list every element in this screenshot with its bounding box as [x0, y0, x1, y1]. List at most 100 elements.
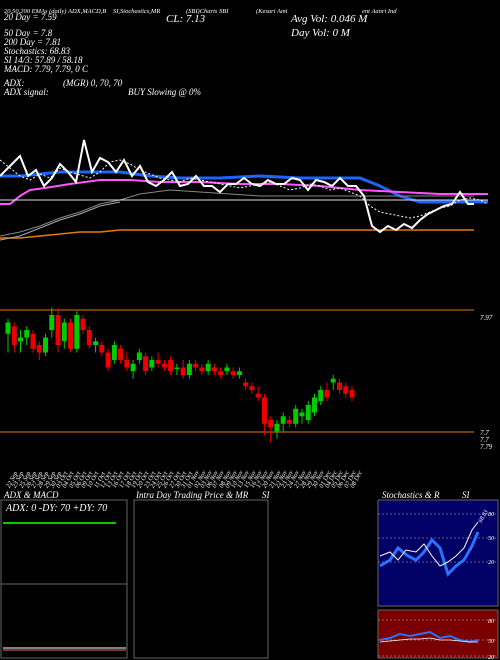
candle-body	[61, 322, 67, 342]
stoch-tick-80: 80	[488, 512, 494, 518]
company-caption-2: ent Aanri Ind	[362, 8, 397, 15]
company-caption: (Kesari Ami	[256, 8, 288, 15]
candle-body	[211, 367, 217, 372]
candle-body	[205, 363, 211, 372]
ema200-label: 200 Day = 7.81	[4, 37, 62, 47]
candle-body	[105, 352, 111, 368]
candle-body	[230, 371, 236, 375]
adx-signal-label: ADX signal:	[4, 87, 49, 97]
candle-body	[80, 318, 86, 330]
price-label-bottom-1: 7.7	[480, 429, 489, 437]
ema-gray-line-2	[0, 201, 121, 241]
rsi-panel-frame	[377, 609, 499, 659]
candle-body	[243, 382, 249, 387]
candle-body	[168, 360, 174, 372]
stochastics-label: Stochastics: 68.83	[4, 46, 70, 56]
candle-body	[293, 408, 299, 424]
adx-panel-title: ADX & MACD	[4, 490, 59, 500]
candle-body	[349, 390, 355, 398]
candle-body	[249, 386, 255, 390]
candle-body	[180, 367, 186, 375]
candle-body	[68, 322, 74, 349]
rsi-tick-50: 50	[488, 639, 494, 645]
si-label: SI 14/3: 57.89 / 58.18	[4, 55, 83, 65]
candle-body	[274, 423, 280, 432]
ema20-label: 20 Day = 7.59	[4, 12, 57, 22]
stoch-panel-frame	[377, 499, 499, 607]
candle-body	[93, 341, 99, 345]
stoch-panel-title: Stochastics & R	[382, 490, 440, 500]
candle-body	[268, 420, 274, 428]
candle-body	[5, 322, 11, 334]
intraday-panel-frame	[133, 499, 269, 659]
rsi-line	[379, 630, 479, 644]
mrg-label: (MGR) 0, 70, 70	[63, 78, 123, 88]
candle-body	[299, 412, 305, 417]
candle-body	[218, 371, 224, 375]
candle-body	[30, 333, 36, 349]
price-label-bottom-2: 7.7	[480, 436, 489, 444]
rsi-tick-20: 20	[488, 655, 494, 660]
candle-body	[124, 360, 130, 368]
candle-body	[43, 337, 49, 353]
indicators-caption: 20,50,200 EMAs (daily) ADX,MACD,B	[4, 8, 107, 15]
candle-body	[86, 330, 92, 345]
candle-body	[18, 337, 24, 342]
adx-panel-frame	[0, 499, 128, 659]
candle-body	[24, 330, 30, 338]
candle-body	[336, 382, 342, 390]
stoch-tick-20: 20	[488, 560, 494, 566]
price-label-bottom-3: 7.79	[480, 443, 493, 451]
candle-body	[118, 348, 124, 360]
adx-label: ADX:	[4, 78, 25, 88]
candle-body	[330, 378, 336, 383]
price-label-top: 7.97	[480, 314, 493, 322]
candle-body	[136, 352, 142, 360]
intraday-panel-si: SI	[262, 490, 270, 500]
stoch-k-line	[379, 531, 480, 577]
buy-slowing-label: BUY Slowing @ 0%	[128, 87, 202, 97]
candle-body	[236, 371, 242, 375]
candle-body	[149, 360, 155, 368]
rsi-signal-line	[379, 637, 478, 643]
candle-body	[155, 360, 161, 364]
candle-body	[193, 363, 199, 368]
ema50-label: 50 Day = 7.8	[4, 28, 53, 38]
intraday-panel-title: Intra Day Trading Price & MR	[136, 490, 249, 500]
candle-body	[199, 367, 205, 372]
ema50-line	[0, 170, 488, 204]
candle-body	[11, 326, 17, 345]
candle-body	[99, 345, 105, 353]
stochastics-caption: SI,Stochastics,MR	[113, 8, 161, 15]
candle-body	[174, 367, 180, 369]
candle-body	[305, 405, 311, 420]
charts-caption: (SBI)Charts SBI	[186, 8, 229, 15]
ema20-dotted	[0, 159, 489, 219]
close-price: CL: 7.13	[166, 13, 206, 25]
candle-body	[343, 386, 349, 394]
candle-body	[161, 363, 167, 368]
candle-body	[311, 397, 317, 413]
candle-body	[74, 315, 80, 349]
candle-body	[111, 345, 117, 360]
stoch-d-line	[379, 521, 479, 567]
support-line	[0, 229, 474, 239]
candle-body	[55, 315, 61, 345]
day-volume: Day Vol: 0 M	[291, 27, 350, 39]
candle-body	[286, 420, 292, 424]
macd-label: MACD: 7.79, 7.79, 0 C	[4, 64, 88, 74]
candle-body	[280, 416, 286, 424]
avg-volume: Avg Vol: 0.046 M	[291, 13, 368, 25]
candle-body	[186, 363, 192, 375]
candle-body	[130, 363, 136, 372]
candle-body	[318, 390, 324, 402]
candle-body	[324, 390, 330, 398]
ema20-line	[0, 139, 474, 234]
rsi-tick-80: 80	[488, 619, 494, 625]
ema-gray-line	[0, 189, 474, 237]
candle-body	[49, 315, 55, 330]
adx-panel-values: ADX: 0 -DY: 70 +DY: 70	[6, 503, 108, 514]
candle-body	[224, 367, 230, 372]
stoch-panel-si: SI	[462, 490, 470, 500]
